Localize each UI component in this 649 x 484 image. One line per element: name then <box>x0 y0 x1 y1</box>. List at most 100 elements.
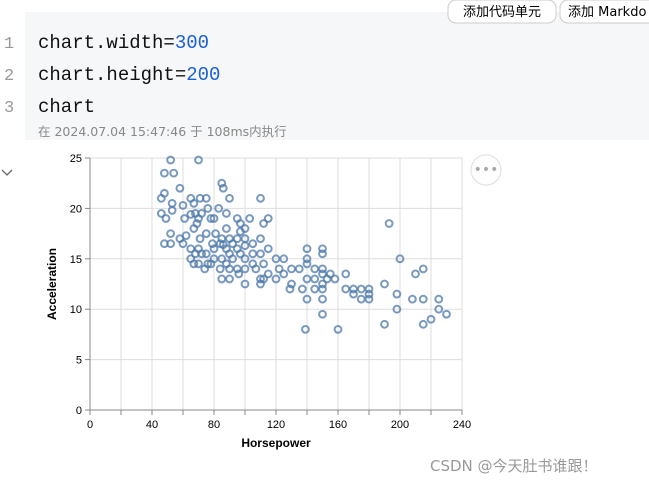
point <box>248 249 258 259</box>
code: chart.height= <box>38 64 186 86</box>
point <box>197 249 207 259</box>
point <box>302 254 312 264</box>
more-button[interactable] <box>470 154 502 186</box>
point <box>426 314 436 324</box>
point <box>192 219 202 228</box>
add-markdown-button[interactable] <box>559 0 649 24</box>
point <box>180 214 189 223</box>
collapse-icon[interactable] <box>1 169 13 176</box>
code-line: chart.width=300 <box>38 32 209 54</box>
point <box>235 249 245 259</box>
y-axis-title: Acceleration <box>45 248 59 320</box>
point <box>217 178 227 188</box>
point <box>434 304 444 314</box>
more-icon[interactable]: ••• <box>474 162 499 178</box>
point <box>392 289 402 299</box>
point <box>302 294 312 304</box>
y-tick-label: 0 <box>76 405 82 417</box>
point <box>318 279 327 289</box>
point <box>341 284 351 294</box>
y-tick-label: 20 <box>70 203 82 215</box>
point <box>442 309 451 319</box>
point <box>203 259 213 269</box>
point <box>297 284 307 294</box>
y-tick-label: 25 <box>70 153 82 165</box>
point <box>178 239 188 249</box>
point <box>189 259 199 269</box>
point <box>166 229 176 239</box>
point <box>418 294 428 304</box>
point <box>259 274 269 284</box>
x-tick-label: 80 <box>208 419 220 431</box>
point <box>285 284 295 294</box>
point <box>248 239 258 249</box>
point <box>310 274 320 284</box>
point <box>279 269 289 279</box>
exec-status: 在 2024.07.04 15:47:46 于 108ms内执行 <box>38 124 287 139</box>
point <box>211 229 220 239</box>
point <box>240 254 250 264</box>
point <box>169 168 179 178</box>
point <box>166 239 176 249</box>
code-cell <box>25 12 649 140</box>
point <box>156 209 166 218</box>
point <box>160 188 169 198</box>
point <box>259 219 269 228</box>
point <box>235 219 245 228</box>
point <box>197 209 207 218</box>
point <box>228 239 238 249</box>
point <box>218 183 228 193</box>
x-tick-label: 0 <box>87 419 93 431</box>
point <box>256 249 265 259</box>
point <box>181 231 191 241</box>
point <box>234 269 244 279</box>
point <box>263 269 273 279</box>
point <box>263 214 273 223</box>
point <box>217 254 227 264</box>
point <box>384 219 394 228</box>
point <box>411 269 420 279</box>
add-code-button[interactable] <box>447 0 557 24</box>
point <box>167 206 177 215</box>
point <box>166 155 176 165</box>
point <box>228 254 238 264</box>
point <box>294 264 304 274</box>
button-label[interactable]: 添加代码单元 <box>463 5 541 20</box>
line-number: 2 <box>4 67 14 86</box>
point <box>256 234 265 244</box>
point <box>263 244 273 254</box>
point <box>302 244 312 254</box>
point <box>189 198 199 208</box>
point <box>395 254 405 264</box>
point <box>235 227 245 236</box>
point <box>271 274 281 284</box>
point <box>310 264 320 274</box>
point <box>232 234 242 244</box>
point <box>318 309 327 319</box>
point <box>167 198 177 208</box>
point <box>201 193 211 203</box>
point <box>225 193 234 203</box>
point <box>380 319 389 329</box>
point <box>195 234 205 244</box>
code: chart.width= <box>38 32 175 54</box>
point <box>160 168 169 178</box>
point <box>256 193 265 203</box>
point <box>408 294 417 304</box>
point <box>287 279 296 289</box>
y-tick-label: 15 <box>70 254 82 266</box>
x-tick-label: 40 <box>146 419 158 431</box>
point <box>356 284 366 294</box>
point <box>333 324 343 334</box>
x-tick-label: 120 <box>267 419 285 431</box>
point <box>318 284 327 294</box>
x-tick-label: 240 <box>453 419 471 431</box>
y-tick-label: 5 <box>76 355 82 367</box>
point <box>318 249 327 259</box>
x-axis-title: Horsepower <box>241 436 311 450</box>
point <box>201 229 211 239</box>
button-label[interactable]: 添加 Markdo <box>568 5 646 20</box>
point <box>274 264 284 274</box>
point <box>214 204 224 213</box>
